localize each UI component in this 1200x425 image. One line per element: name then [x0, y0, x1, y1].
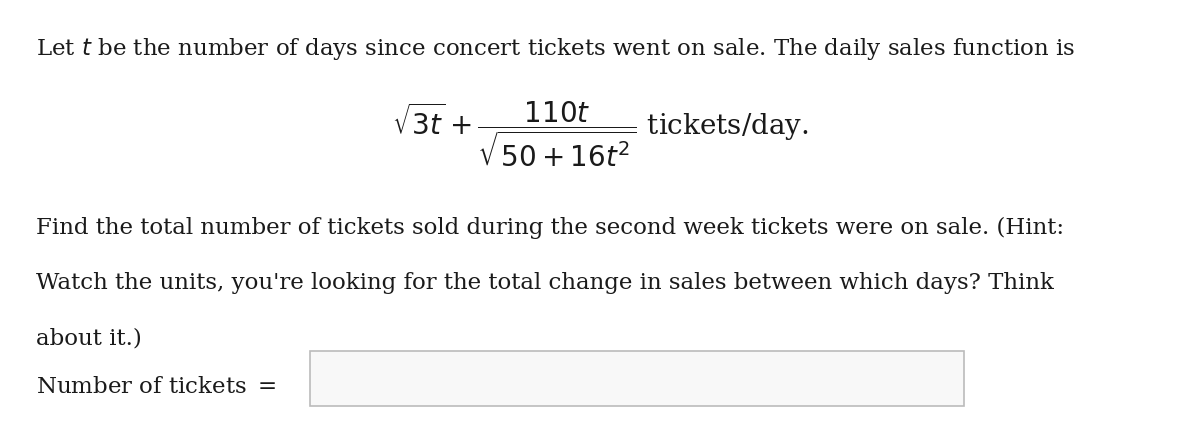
Text: $\sqrt{3t} + \dfrac{110t}{\sqrt{50 + 16t^2}}$ tickets/day.: $\sqrt{3t} + \dfrac{110t}{\sqrt{50 + 16t… [391, 99, 809, 169]
Text: Watch the units, you're looking for the total change in sales between which days: Watch the units, you're looking for the … [36, 272, 1054, 294]
Text: Find the total number of tickets sold during the second week tickets were on sal: Find the total number of tickets sold du… [36, 217, 1064, 239]
Text: Let $t$ be the number of days since concert tickets went on sale. The daily sale: Let $t$ be the number of days since conc… [36, 36, 1075, 62]
FancyBboxPatch shape [310, 351, 964, 406]
Text: about it.): about it.) [36, 327, 142, 349]
Text: Number of tickets $=$: Number of tickets $=$ [36, 376, 276, 398]
